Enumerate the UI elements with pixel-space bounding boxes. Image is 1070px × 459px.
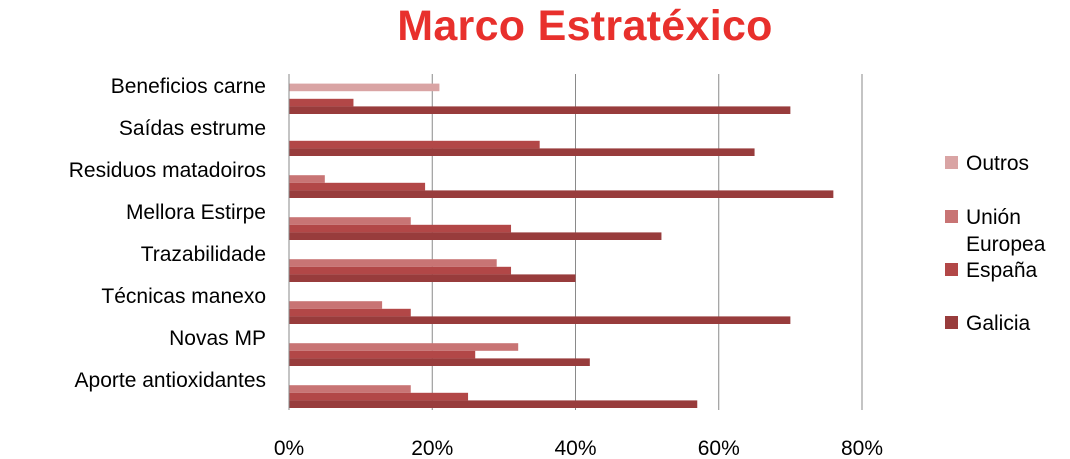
legend-label: Unión Europea [966, 206, 1046, 256]
bar-union-europea [289, 343, 519, 351]
bar-espana [289, 224, 512, 233]
bar-galicia [289, 190, 834, 198]
category-label: Trazabilidade [141, 243, 266, 266]
bar-galicia [289, 106, 791, 114]
bar-union-europea [289, 217, 411, 225]
chart-title: Marco Estratéxico [397, 2, 773, 50]
bars [289, 83, 834, 408]
x-tick-label: 0% [274, 437, 304, 459]
bar-union-europea [289, 385, 411, 393]
category-label: Novas MP [169, 327, 266, 350]
bar-galicia [289, 274, 576, 282]
legend-label: Outros [966, 152, 1029, 175]
bar-espana [289, 392, 469, 401]
bar-galicia [289, 316, 791, 324]
bar-galicia [289, 148, 755, 156]
category-labels: Beneficios carne Saídas estrume Residuos m… [69, 75, 266, 392]
x-tick-labels: 0% 20% 40% 60% 80% [274, 437, 883, 459]
category-label: Residuos matadoiros [69, 159, 266, 182]
bar-espana [289, 98, 354, 107]
bar-espana [289, 266, 512, 275]
x-tick-label: 60% [698, 437, 740, 459]
category-label: Mellora Estirpe [126, 201, 266, 224]
category-label: Aporte antioxidantes [75, 369, 266, 392]
bar-galicia [289, 400, 698, 408]
bar-espana [289, 182, 426, 191]
bar-outros [289, 83, 440, 92]
bar-union-europea [289, 175, 325, 183]
legend-swatch [945, 156, 958, 169]
x-tick-label: 80% [841, 437, 883, 459]
legend-swatch [945, 316, 958, 329]
legend: Outros Unión Europea España Galicia [945, 152, 1046, 335]
x-tick-label: 20% [411, 437, 453, 459]
legend-swatch [945, 210, 958, 223]
x-tick-label: 40% [554, 437, 596, 459]
bar-galicia [289, 358, 590, 366]
bar-union-europea [289, 301, 383, 309]
legend-label: Galicia [966, 312, 1031, 335]
category-label: Saídas estrume [119, 117, 266, 140]
legend-swatch [945, 263, 958, 276]
bar-union-europea [289, 259, 497, 267]
legend-label: España [966, 259, 1038, 282]
category-label: Beneficios carne [111, 75, 266, 98]
bar-espana [289, 140, 540, 149]
category-label: Técnicas manexo [101, 285, 266, 308]
bar-espana [289, 308, 411, 317]
bar-galicia [289, 232, 662, 240]
bar-espana [289, 350, 476, 359]
